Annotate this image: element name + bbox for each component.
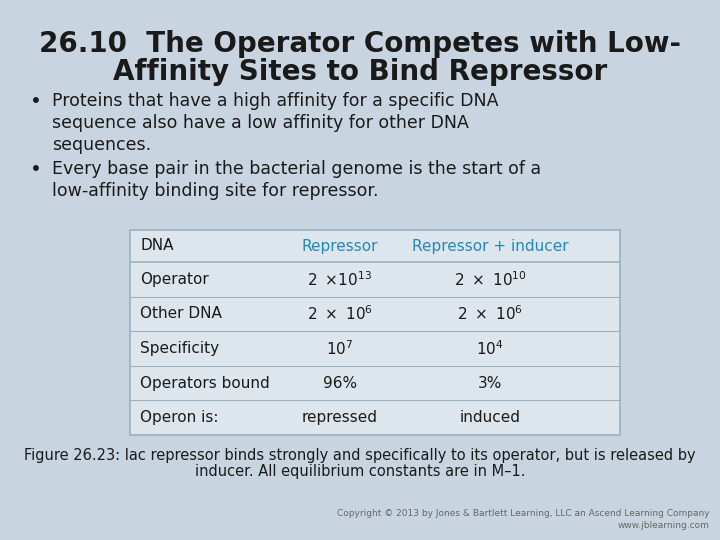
Text: Copyright © 2013 by Jones & Bartlett Learning, LLC an Ascend Learning Company: Copyright © 2013 by Jones & Bartlett Lea… bbox=[338, 509, 710, 518]
Text: induced: induced bbox=[459, 410, 521, 425]
Text: Other DNA: Other DNA bbox=[140, 306, 222, 321]
Text: www.jblearning.com: www.jblearning.com bbox=[618, 521, 710, 530]
Text: $2\ \times\ 10^{6}$: $2\ \times\ 10^{6}$ bbox=[457, 305, 523, 323]
Text: inducer. All equilibrium constants are in M–1.: inducer. All equilibrium constants are i… bbox=[194, 464, 526, 479]
Text: Specificity: Specificity bbox=[140, 341, 219, 356]
Text: 3%: 3% bbox=[478, 376, 502, 390]
Text: Figure 26.23: lac repressor binds strongly and specifically to its operator, but: Figure 26.23: lac repressor binds strong… bbox=[24, 448, 696, 463]
FancyBboxPatch shape bbox=[130, 230, 620, 435]
Text: DNA: DNA bbox=[140, 239, 174, 253]
Text: 26.10  The Operator Competes with Low-: 26.10 The Operator Competes with Low- bbox=[39, 30, 681, 58]
Text: Affinity Sites to Bind Repressor: Affinity Sites to Bind Repressor bbox=[113, 58, 607, 86]
Text: Operators bound: Operators bound bbox=[140, 376, 270, 390]
Text: $10^{4}$: $10^{4}$ bbox=[476, 339, 504, 358]
Text: Operator: Operator bbox=[140, 272, 209, 287]
Text: Every base pair in the bacterial genome is the start of a: Every base pair in the bacterial genome … bbox=[52, 160, 541, 178]
Text: $2\ \times\ 10^{6}$: $2\ \times\ 10^{6}$ bbox=[307, 305, 373, 323]
Text: Repressor: Repressor bbox=[302, 239, 378, 253]
Text: 96%: 96% bbox=[323, 376, 357, 390]
Text: Repressor + inducer: Repressor + inducer bbox=[412, 239, 568, 253]
Text: $2\ \times\!10^{13}$: $2\ \times\!10^{13}$ bbox=[307, 270, 372, 289]
Text: $2\ \times\ 10^{10}$: $2\ \times\ 10^{10}$ bbox=[454, 270, 526, 289]
Text: •: • bbox=[30, 160, 42, 179]
Text: Proteins that have a high affinity for a specific DNA: Proteins that have a high affinity for a… bbox=[52, 92, 498, 110]
Text: sequences.: sequences. bbox=[52, 136, 151, 154]
Text: $10^{7}$: $10^{7}$ bbox=[326, 339, 354, 358]
Text: low-affinity binding site for repressor.: low-affinity binding site for repressor. bbox=[52, 182, 379, 200]
Text: Operon is:: Operon is: bbox=[140, 410, 218, 425]
Text: repressed: repressed bbox=[302, 410, 378, 425]
Text: •: • bbox=[30, 92, 42, 111]
Text: sequence also have a low affinity for other DNA: sequence also have a low affinity for ot… bbox=[52, 114, 469, 132]
